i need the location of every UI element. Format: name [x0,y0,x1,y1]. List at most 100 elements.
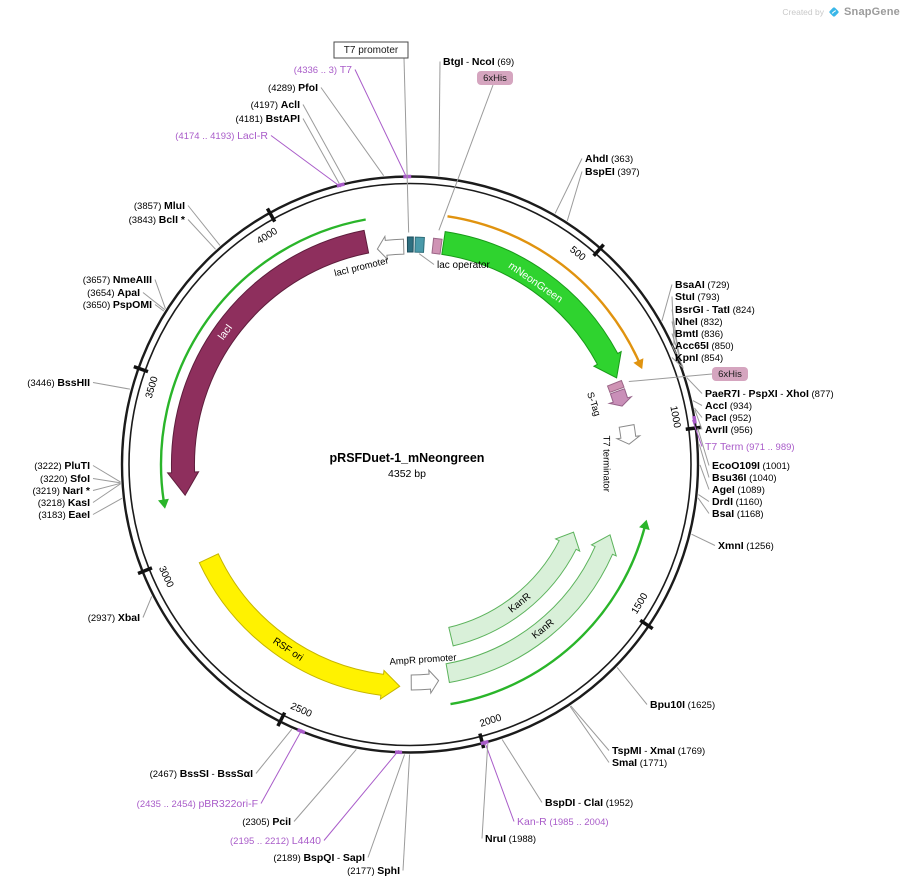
primer-label[interactable]: (2195 .. 2212) L4440 [230,835,321,847]
restriction-site-label[interactable]: TspMI - XmaI (1769) [612,745,705,757]
restriction-site-label[interactable]: BspEI (397) [585,166,640,178]
restriction-site-label[interactable]: (3446) BssHII [27,377,90,389]
feature-6xHis-1[interactable] [431,237,443,255]
badge-box [333,41,409,59]
restriction-site-label[interactable]: NruI (1988) [485,833,536,845]
primer-annotation-LacI-R[interactable] [336,182,345,188]
callout-leader-line [698,444,710,478]
restriction-site-label[interactable]: (2189) BspQI - SapI [273,852,365,864]
callout-leader-line [187,205,221,246]
feature-mNeonGreen[interactable] [441,231,622,379]
restriction-site-label[interactable]: (2467) BssSI - BssSαI [150,768,253,780]
primer-label[interactable]: T7 Term (971 .. 989) [705,441,795,453]
restriction-site-label[interactable]: lac operator [437,260,490,271]
badge-6xHis-badge-top[interactable]: 6xHis [477,71,513,85]
feature-RSF-ori[interactable] [198,553,401,701]
restriction-site-label[interactable]: (3219) NarI * [32,485,90,497]
primer-label[interactable]: (4174 .. 4193) LacI-R [175,130,268,142]
callout-leader-line [671,296,675,345]
restriction-site-label[interactable]: (3654) ApaI [87,287,140,299]
feature-orf-arc-left[interactable] [159,218,366,502]
callout-leader-line [154,304,165,312]
callout-leader-line [616,667,648,705]
restriction-site-label[interactable]: (3650) PspOMI [83,299,152,311]
callout-leader-line [501,739,543,803]
callout-leader-line [270,135,342,188]
watermark-created-by-text: Created by [782,7,824,17]
restriction-site-label[interactable]: (3857) MluI [134,200,185,212]
callout-leader-line [92,382,131,390]
badge-6xHis-badge-right[interactable]: 6xHis [712,367,748,381]
restriction-site-label[interactable]: AhdI (363) [585,153,633,165]
feature-T7-terminator[interactable] [615,424,642,445]
restriction-site-label[interactable]: Bpu10I (1625) [650,699,715,711]
restriction-site-label[interactable]: AvrII (956) [705,424,753,436]
restriction-site-label[interactable]: (2305) PciI [242,816,291,828]
restriction-site-label[interactable]: KpnI (854) [675,352,723,364]
feature-label-AmpR-promoter[interactable]: AmpR promoter [389,652,457,667]
feature-S-Tag[interactable] [607,388,633,407]
restriction-site-label[interactable]: (3657) NmeAIII [83,274,152,286]
restriction-site-label[interactable]: BspDI - ClaI (1952) [545,797,633,809]
restriction-site-label[interactable]: EcoO109I (1001) [712,460,790,472]
callout-leader-line [671,357,684,369]
feature-6xHis-2[interactable] [606,379,625,393]
primer-label[interactable]: (4336 .. 3) T7 [294,64,352,76]
restriction-site-label[interactable]: (3843) BclI * [129,214,186,226]
restriction-site-label[interactable]: (3218) KasI [38,497,90,509]
restriction-site-label[interactable]: BtgI - NcoI (69) [443,56,514,68]
callout-leader-line [367,754,406,858]
restriction-site-label[interactable]: (2937) XbaI [88,612,140,624]
feature-lacI-promoter[interactable] [376,234,405,261]
callout-leader-line [692,419,703,447]
feature-orf-arc-lower-right-arrowhead [639,519,650,531]
restriction-site-label[interactable]: DrdI (1160) [712,496,762,508]
restriction-site-label[interactable]: AccI (934) [705,400,752,412]
feature-label-T7-terminator[interactable]: T7 terminator [600,435,611,492]
callout-leader-line [302,118,340,184]
badge-T7-promoter-label[interactable]: T7 promoter [333,41,409,59]
restriction-site-label[interactable]: (2177) SphI [347,865,400,877]
callout-leader-line [566,171,583,221]
restriction-site-label[interactable]: (4197) AclI [251,99,300,111]
restriction-site-label[interactable]: BsaI (1168) [712,508,764,520]
restriction-site-label[interactable]: (3183) EaeI [38,509,90,521]
restriction-site-label[interactable]: SmaI (1771) [612,757,667,769]
feature-lacI[interactable] [166,229,370,497]
feature-KanR-outer[interactable] [445,534,617,684]
primer-label[interactable]: (2435 .. 2454) pBR322ori-F [137,798,258,810]
restriction-site-label[interactable]: BsaAI (729) [675,279,730,291]
callout-leader-line [260,729,303,804]
feature-AmpR-promoter[interactable] [410,668,440,695]
primer-annotation-T7-Term[interactable] [692,415,697,424]
callout-leader-line [686,377,703,394]
restriction-site-label[interactable]: (4181) BstAPI [235,113,300,125]
restriction-site-label[interactable]: AgeI (1089) [712,484,765,496]
feature-lac-operator[interactable] [414,236,425,253]
restriction-site-label[interactable]: BsrGI - TatI (824) [675,304,755,316]
restriction-site-label[interactable]: PaeR7I - PspXI - XhoI (877) [705,388,834,400]
restriction-site-label[interactable]: StuI (793) [675,291,720,303]
feature-T7-promoter[interactable] [406,236,414,253]
feature-orf-arc-lower-right[interactable] [450,526,647,706]
restriction-site-label[interactable]: PacI (952) [705,412,751,424]
restriction-site-label[interactable]: XmnI (1256) [718,540,774,552]
restriction-site-label[interactable]: (3222) PluTI [34,460,90,472]
restriction-site-label[interactable]: (3220) SfoI [40,473,90,485]
restriction-site-label[interactable]: NheI (832) [675,316,723,328]
badge-text: 6xHis [718,369,742,380]
restriction-site-label[interactable]: Acc65I (850) [675,340,734,352]
restriction-site-label[interactable]: Bsu36I (1040) [712,472,777,484]
restriction-site-label[interactable]: BmtI (836) [675,328,723,340]
feature-label-S-Tag[interactable]: S-Tag [584,391,602,418]
callout-leader-line [671,345,684,368]
watermark-brand-text: SnapGene [843,6,900,18]
primer-label[interactable]: Kan-R (1985 .. 2004) [517,816,609,828]
callout-leader-line [483,740,515,822]
restriction-site-label[interactable]: (4289) PfoI [268,82,318,94]
feature-orf-arc-top[interactable] [447,215,641,363]
feature-KanR-inner[interactable] [448,531,581,647]
callout-leader-line [481,743,489,839]
callout-leader-line [699,464,710,490]
callout-leader-line [92,482,121,491]
